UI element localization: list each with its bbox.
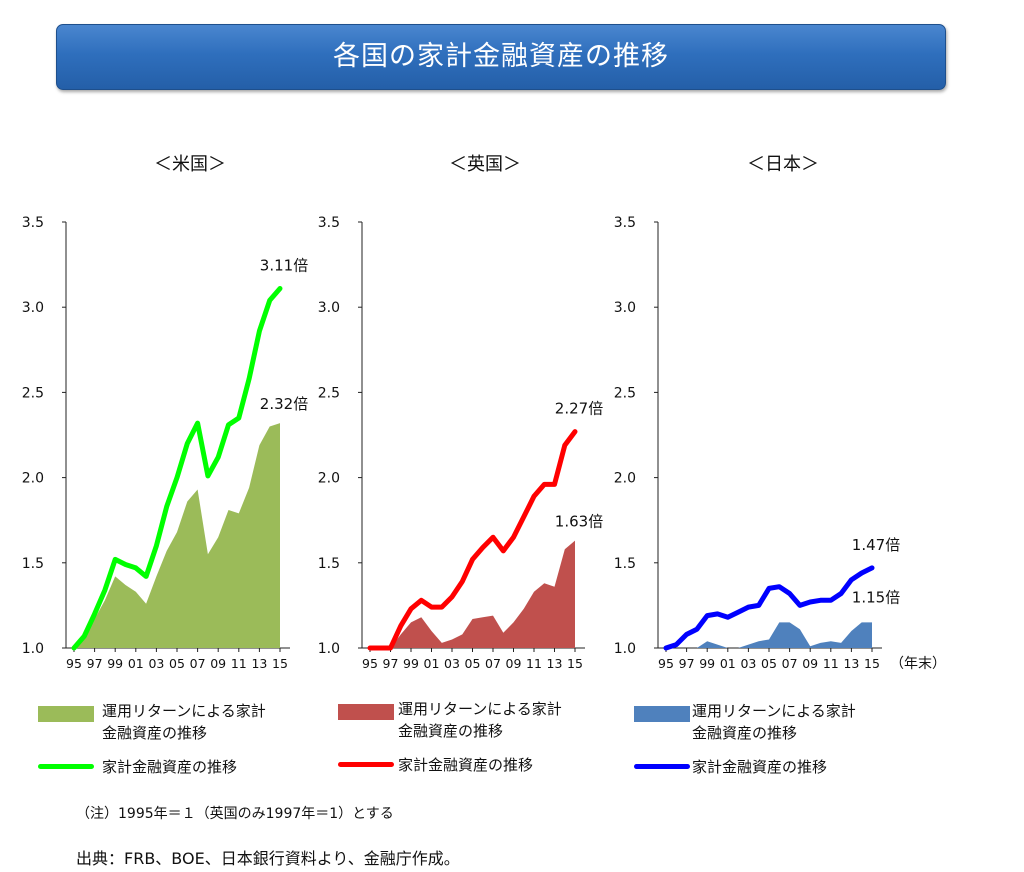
y-tick-label: 3.0 (614, 300, 636, 316)
x-tick-label: 01 (128, 656, 144, 671)
chart-panel-jp (654, 221, 882, 652)
legend-area-swatch-jp (634, 706, 690, 722)
x-tick-label: 15 (272, 656, 288, 671)
legend-line-label-uk: 家計金融資産の推移 (398, 756, 534, 774)
x-tick-label: 09 (802, 656, 818, 671)
annotation-area-end: 1.15倍 (852, 588, 900, 606)
x-tick-label: 09 (506, 656, 522, 671)
y-tick-label: 1.5 (614, 556, 636, 572)
legend-area-swatch-uk (338, 704, 394, 720)
legend-line-swatch-jp (634, 764, 690, 769)
y-tick-label: 3.0 (318, 300, 340, 316)
title-banner: 各国の家計金融資産の推移 (56, 24, 946, 90)
x-tick-label: 01 (720, 656, 736, 671)
y-tick-label: 1.0 (614, 641, 636, 657)
legend-area-label-line2: 金融資産の推移 (398, 722, 504, 740)
y-tick-label: 3.5 (22, 215, 44, 231)
legend-area-label-us: 運用リターンによる家計 金融資産の推移 (102, 700, 266, 744)
legend-area-label-line2: 金融資産の推移 (102, 724, 208, 742)
x-tick-label: 15 (567, 656, 583, 671)
x-tick-label: 97 (679, 656, 695, 671)
line-series-us (71, 286, 283, 651)
y-tick-label: 2.5 (318, 385, 340, 401)
x-tick-label: 07 (782, 656, 798, 671)
chart-title: ＜日本＞ (747, 154, 819, 175)
line-series-jp (663, 565, 875, 651)
x-tick-label: 11 (823, 656, 839, 671)
y-tick-label: 1.5 (22, 556, 44, 572)
annotation-line-end: 2.27倍 (555, 400, 603, 418)
y-tick-label: 1.5 (318, 556, 340, 572)
x-tick-label: 99 (403, 656, 419, 671)
chart-panel-us (62, 221, 290, 652)
annotation-area-end: 1.63倍 (555, 513, 603, 531)
x-tick-label: 11 (526, 656, 542, 671)
x-tick-label: 95 (362, 656, 378, 671)
x-tick-label: 09 (210, 656, 226, 671)
y-tick-label: 3.5 (318, 215, 340, 231)
y-tick-label: 2.0 (22, 471, 44, 487)
x-tick-label: 95 (66, 656, 82, 671)
chart-title: ＜米国＞ (154, 154, 226, 175)
legend-area-label-line1: 運用リターンによる家計 (398, 700, 562, 718)
y-tick-label: 3.0 (22, 300, 44, 316)
line-series-uk (367, 429, 578, 651)
source-note: 出典：FRB、BOE、日本銀行資料より、金融庁作成。 (76, 849, 460, 868)
y-tick-label: 2.5 (614, 385, 636, 401)
x-tick-label: 05 (761, 656, 777, 671)
x-tick-label: 07 (485, 656, 501, 671)
y-tick-label: 1.0 (318, 641, 340, 657)
x-tick-label: 07 (190, 656, 206, 671)
y-tick-label: 2.5 (22, 385, 44, 401)
chart-title: ＜英国＞ (449, 154, 521, 175)
legend-line-label-us: 家計金融資産の推移 (102, 758, 238, 776)
legend-area-label-line1: 運用リターンによる家計 (102, 702, 266, 720)
legend-area-label-jp: 運用リターンによる家計 金融資産の推移 (692, 700, 856, 744)
x-tick-label: 03 (444, 656, 460, 671)
x-tick-label: 03 (148, 656, 164, 671)
x-tick-label: 99 (699, 656, 715, 671)
x-tick-label: 13 (547, 656, 563, 671)
y-tick-label: 1.0 (22, 641, 44, 657)
charts-area: ＜米国＞ 1.0 1.5 2.0 2.5 3.0 3.5 95 97 99 01 03 05 07 09 11… (22, 154, 946, 672)
x-tick-label: 97 (87, 656, 103, 671)
x-tick-label: 05 (169, 656, 185, 671)
x-tick-label: 11 (231, 656, 247, 671)
area-series-us (74, 423, 280, 648)
area-series-uk (370, 540, 575, 648)
x-tick-label: 03 (740, 656, 756, 671)
y-tick-label: 3.5 (614, 215, 636, 231)
x-tick-label: 15 (864, 656, 880, 671)
annotation-area-end: 2.32倍 (260, 395, 308, 413)
legend-line-label-jp: 家計金融資産の推移 (692, 758, 828, 776)
x-tick-label: 01 (424, 656, 440, 671)
legend-line-swatch-uk (338, 762, 394, 767)
x-tick-label: 13 (251, 656, 267, 671)
legend-area-label-line1: 運用リターンによる家計 (692, 702, 856, 720)
legend-line-swatch-us (38, 764, 94, 769)
legend-area-swatch-us (38, 706, 94, 722)
annotation-line-end: 3.11倍 (260, 256, 308, 274)
y-tick-label: 2.0 (318, 471, 340, 487)
x-tick-label: 95 (658, 656, 674, 671)
x-tick-label: 99 (107, 656, 123, 671)
legend-area-label-uk: 運用リターンによる家計 金融資産の推移 (398, 698, 562, 742)
chart-panel-uk (358, 221, 585, 652)
x-tick-label: 13 (843, 656, 859, 671)
annotation-line-end: 1.47倍 (852, 536, 900, 554)
y-tick-label: 2.0 (614, 471, 636, 487)
legend-area-label-line2: 金融資産の推移 (692, 724, 798, 742)
x-tick-label: 97 (383, 656, 399, 671)
x-tick-label: 05 (465, 656, 481, 671)
x-axis-unit-label: （年末） (890, 656, 946, 672)
area-series-jp (666, 622, 872, 648)
footnote: （注）1995年＝１（英国のみ1997年＝1）とする (76, 806, 394, 822)
page-title: 各国の家計金融資産の推移 (333, 41, 669, 72)
